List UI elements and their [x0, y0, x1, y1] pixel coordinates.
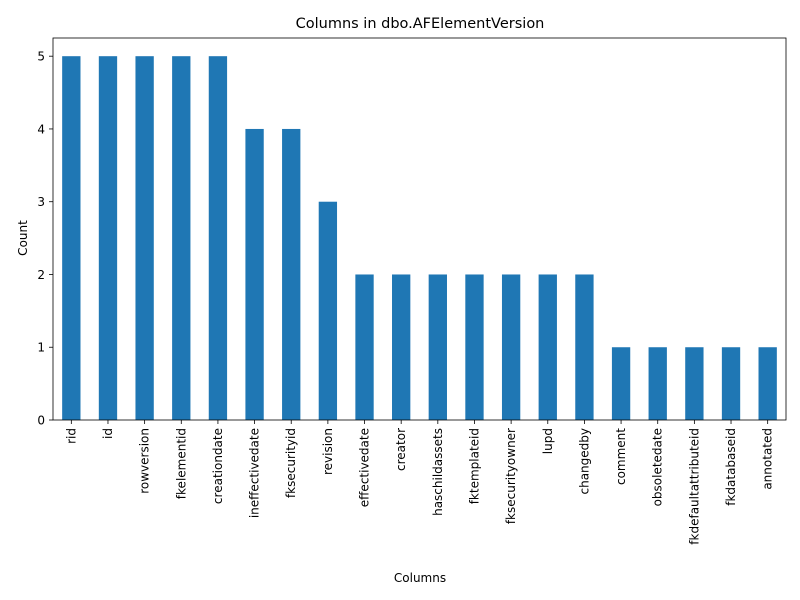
y-axis: 0 1 2 3 4 5	[37, 50, 53, 428]
y-axis-label: Count	[16, 220, 30, 256]
x-tick-label: fksecurityid	[284, 428, 298, 498]
y-tick-label: 5	[37, 50, 45, 64]
bar-fkdatabaseid	[721, 347, 741, 420]
bar-lupd	[538, 274, 557, 420]
bar-comment	[611, 347, 631, 420]
bar-annotated	[758, 347, 777, 420]
bar-fktemplateid	[465, 274, 484, 420]
bar-fksecurityowner	[501, 274, 521, 420]
chart-title: Columns in dbo.AFElementVersion	[296, 16, 545, 32]
bar-obsoletedate	[648, 347, 667, 420]
x-tick-label: annotated	[761, 428, 775, 490]
y-tick-label: 1	[37, 341, 45, 355]
x-tick-label: rowversion	[138, 428, 152, 494]
plot-frame	[52, 37, 787, 421]
x-tick-label: fkdatabaseid	[724, 428, 738, 506]
bar-ineffectivedate	[245, 128, 264, 420]
x-tick-label: fksecurityowner	[504, 428, 518, 524]
bar-id	[98, 56, 118, 420]
x-tick-label: ineffectivedate	[248, 428, 262, 518]
x-tick-label: haschildassets	[431, 428, 445, 516]
bar-fkelementid	[172, 56, 191, 420]
x-tick-label: comment	[614, 428, 628, 485]
x-tick-label: creator	[394, 428, 408, 471]
bar-fksecurityid	[282, 128, 301, 420]
y-tick-label: 3	[37, 195, 45, 209]
bar-rowversion	[135, 56, 154, 420]
x-tick-label: fkdefaultattributeid	[687, 428, 701, 545]
x-axis-label: Columns	[394, 571, 446, 585]
x-tick-label: effectivedate	[358, 428, 372, 507]
y-tick-label: 4	[37, 122, 45, 136]
y-tick-label: 2	[37, 268, 45, 282]
bar-revision	[318, 201, 338, 420]
x-axis: rid id rowversion fkelementid creationdate in…	[64, 420, 775, 545]
bar-creator	[392, 274, 411, 420]
y-tick-label: 0	[37, 414, 45, 428]
x-tick-label: rid	[64, 428, 78, 444]
x-tick-label: revision	[321, 428, 335, 475]
bar-rid	[62, 56, 81, 420]
bar-fkdefaultattributeid	[685, 347, 704, 420]
bar-creationdate	[208, 56, 228, 420]
bar-effectivedate	[355, 274, 374, 420]
x-tick-label: lupd	[541, 428, 555, 454]
x-tick-label: id	[101, 428, 115, 439]
bars-group	[62, 56, 777, 420]
bar-haschildassets	[428, 274, 447, 420]
x-tick-label: changedby	[577, 428, 591, 495]
x-tick-label: obsoletedate	[651, 428, 665, 506]
x-tick-label: fkelementid	[174, 428, 188, 499]
x-tick-label: fktemplateid	[467, 428, 481, 504]
bar-changedby	[575, 274, 594, 420]
x-tick-label: creationdate	[211, 428, 225, 504]
